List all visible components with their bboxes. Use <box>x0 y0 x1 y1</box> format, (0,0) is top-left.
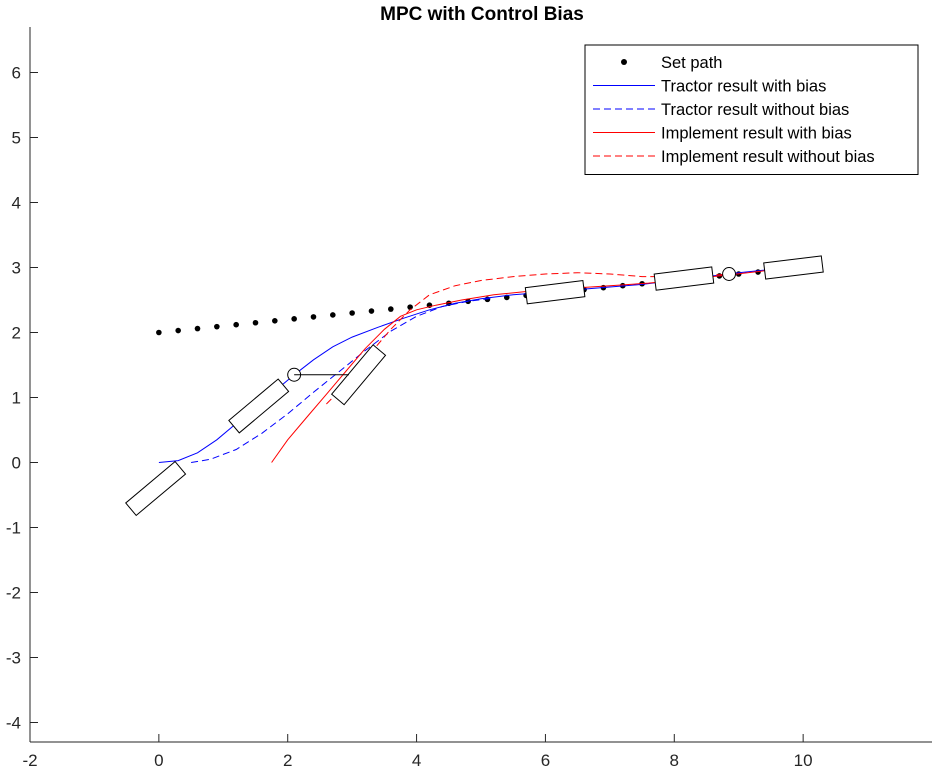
y-tick-label: -2 <box>6 584 21 603</box>
set-path-point <box>214 323 220 330</box>
y-tick-label: -4 <box>6 714 21 733</box>
set-path-point <box>349 310 355 316</box>
legend-label-set-path: Set path <box>661 54 722 72</box>
set-path-point <box>330 312 336 318</box>
axes: -2 0 2 4 6 8 10 -4 -3 -2 -1 0 1 2 3 4 5 6 <box>6 27 932 770</box>
set-path-point <box>194 325 201 332</box>
x-tick-label: 0 <box>154 751 163 770</box>
set-path-point <box>233 321 239 328</box>
set-path-point <box>252 319 259 326</box>
x-tick-label: 4 <box>412 751 421 770</box>
y-tick-label: -3 <box>6 649 21 668</box>
tractor-result-without-bias-line <box>191 297 494 463</box>
legend-box <box>584 44 919 175</box>
legend-marker-set-path <box>621 59 627 65</box>
chart-title: MPC with Control Bias <box>380 4 584 25</box>
set-path-point <box>175 327 181 334</box>
y-tick-label: 4 <box>12 194 21 213</box>
set-path-point <box>272 318 278 324</box>
set-path-point <box>156 329 162 336</box>
set-path-point <box>310 314 317 320</box>
y-tick-label: -1 <box>6 519 21 538</box>
x-tick-label: -2 <box>22 751 37 770</box>
set-path-point <box>388 306 394 312</box>
y-tick-label: 5 <box>12 129 21 148</box>
y-tick-label: 3 <box>12 259 21 278</box>
y-tick-label: 6 <box>12 64 21 83</box>
plot-area <box>125 255 824 517</box>
vehicle-body-rect <box>653 266 715 291</box>
vehicle-body-rect <box>228 378 290 434</box>
set-path-point <box>407 304 413 310</box>
set-path-point <box>368 308 375 314</box>
y-tick-label: 1 <box>12 389 21 408</box>
legend-label-implement-result-with-bias: Implement result with bias <box>661 125 852 143</box>
legend-label-tractor-result-without-bias: Tractor result without bias <box>661 101 849 119</box>
vehicle-body-rect <box>125 460 187 517</box>
set-path-point <box>291 316 297 322</box>
x-tick-label: 2 <box>283 751 292 770</box>
implement-result-with-bias-line <box>271 270 765 463</box>
legend-label-implement-result-without-bias: Implement result without bias <box>661 148 875 166</box>
legend-label-tractor-result-with-bias: Tractor result with bias <box>661 78 826 96</box>
x-tick-label: 8 <box>670 751 679 770</box>
y-tick-label: 0 <box>12 454 21 473</box>
vehicle-body-rect <box>524 280 586 305</box>
vehicle-body-rect <box>330 344 387 406</box>
legend: Set path Tractor result with bias Tractor … <box>584 44 919 175</box>
y-tick-label: 2 <box>12 324 21 343</box>
x-tick-label: 10 <box>794 751 813 770</box>
hitch-circle <box>722 267 736 281</box>
x-tick-label: 6 <box>541 751 550 770</box>
vehicle-body-rect <box>763 255 824 280</box>
